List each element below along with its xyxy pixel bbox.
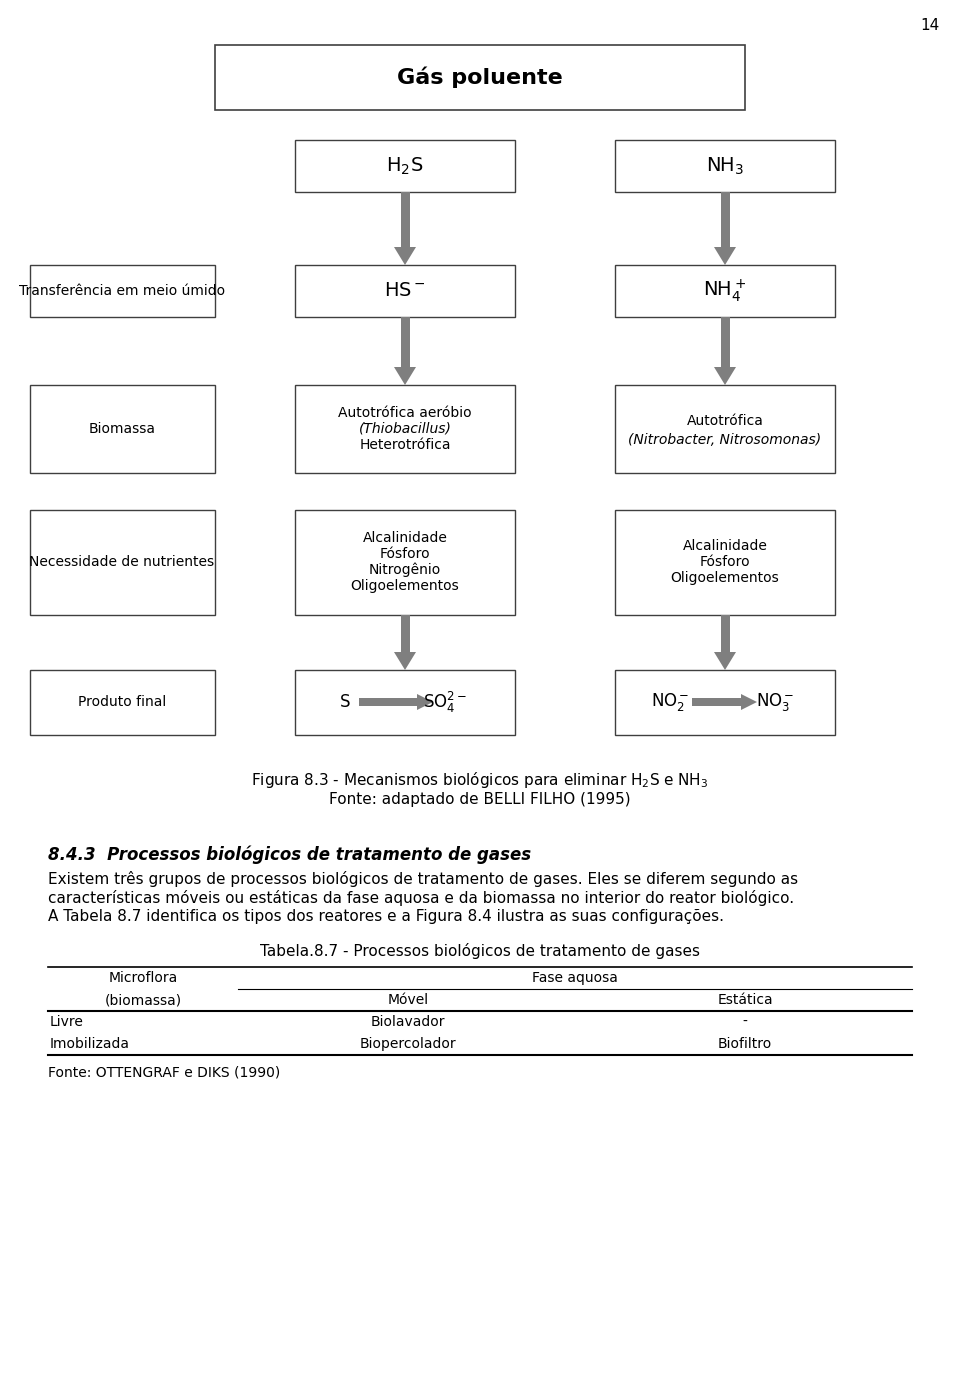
Text: Fonte: adaptado de BELLI FILHO (1995): Fonte: adaptado de BELLI FILHO (1995) (329, 791, 631, 807)
Polygon shape (741, 694, 757, 709)
Text: Figura 8.3 - Mecanismos biológicos para eliminar H$_2$S e NH$_3$: Figura 8.3 - Mecanismos biológicos para … (252, 771, 708, 790)
Text: -: - (743, 1015, 748, 1029)
Polygon shape (394, 652, 416, 670)
Text: Transferência em meio úmido: Transferência em meio úmido (19, 284, 225, 298)
Bar (30, 670, 215, 734)
Bar (295, 670, 515, 734)
Bar (400, 317, 410, 367)
Bar (692, 698, 741, 707)
Text: H$_2$S: H$_2$S (386, 156, 423, 177)
Bar (400, 615, 410, 652)
Polygon shape (417, 694, 433, 709)
Bar (359, 698, 417, 707)
Bar (615, 385, 835, 473)
Text: Autotrófica: Autotrófica (686, 415, 763, 428)
Bar (215, 45, 745, 110)
Bar (295, 140, 515, 192)
Text: NH$_3$: NH$_3$ (706, 156, 744, 177)
Polygon shape (394, 248, 416, 266)
Text: S: S (340, 693, 350, 711)
Polygon shape (394, 367, 416, 385)
Text: NO$_2^-$: NO$_2^-$ (651, 691, 689, 714)
Text: Estática: Estática (717, 993, 773, 1007)
Text: Fase aquosa: Fase aquosa (532, 971, 618, 985)
Bar (30, 510, 215, 615)
Polygon shape (714, 367, 736, 385)
Text: Produto final: Produto final (78, 696, 166, 709)
Text: Biolavador: Biolavador (371, 1015, 445, 1029)
Text: Alcalinidade: Alcalinidade (363, 531, 447, 545)
Bar (615, 140, 835, 192)
Text: (Nitrobacter, Nitrosomonas): (Nitrobacter, Nitrosomonas) (629, 433, 822, 447)
Text: A Tabela 8.7 identifica os tipos dos reatores e a Figura 8.4 ilustra as suas con: A Tabela 8.7 identifica os tipos dos rea… (48, 908, 724, 924)
Polygon shape (714, 652, 736, 670)
Text: características móveis ou estáticas da fase aquosa e da biomassa no interior do : características móveis ou estáticas da f… (48, 890, 794, 906)
Text: Fonte: OTTENGRAF e DIKS (1990): Fonte: OTTENGRAF e DIKS (1990) (48, 1066, 280, 1079)
Bar (615, 670, 835, 734)
Text: Alcalinidade: Alcalinidade (683, 538, 767, 554)
Bar (30, 266, 215, 317)
Text: Gás poluente: Gás poluente (397, 67, 563, 88)
Text: (Thiobacillus): (Thiobacillus) (359, 421, 451, 435)
Text: Imobilizada: Imobilizada (50, 1038, 130, 1052)
Text: Autotrófica aeróbio: Autotrófica aeróbio (338, 406, 471, 420)
Text: Microflora: Microflora (108, 971, 178, 985)
Bar (615, 510, 835, 615)
Bar (400, 192, 410, 248)
Text: 8.4.3  Processos biológicos de tratamento de gases: 8.4.3 Processos biológicos de tratamento… (48, 844, 531, 864)
Text: Móvel: Móvel (388, 993, 428, 1007)
Text: Oligoelementos: Oligoelementos (350, 579, 460, 593)
Bar (295, 510, 515, 615)
Text: Biopercolador: Biopercolador (360, 1038, 456, 1052)
Text: Livre: Livre (50, 1015, 84, 1029)
Text: 14: 14 (921, 18, 940, 33)
Text: NO$_3^-$: NO$_3^-$ (756, 691, 794, 714)
Text: Fósforo: Fósforo (380, 547, 430, 561)
Bar (295, 266, 515, 317)
Text: Oligoelementos: Oligoelementos (671, 570, 780, 586)
Text: Biofiltro: Biofiltro (718, 1038, 772, 1052)
Bar (30, 385, 215, 473)
Text: Fósforo: Fósforo (700, 555, 751, 569)
Bar (615, 266, 835, 317)
Text: Biomassa: Biomassa (88, 421, 156, 435)
Text: Nitrogênio: Nitrogênio (369, 563, 442, 577)
Text: HS$^-$: HS$^-$ (384, 281, 426, 300)
Text: NH$_4^+$: NH$_4^+$ (704, 278, 747, 305)
Text: Necessidade de nutrientes: Necessidade de nutrientes (30, 555, 215, 569)
Text: (biomassa): (biomassa) (105, 993, 181, 1007)
Bar (721, 192, 730, 248)
Text: Existem três grupos de processos biológicos de tratamento de gases. Eles se dife: Existem três grupos de processos biológi… (48, 871, 798, 887)
Text: Tabela.8.7 - Processos biológicos de tratamento de gases: Tabela.8.7 - Processos biológicos de tra… (260, 943, 700, 958)
Bar (295, 385, 515, 473)
Polygon shape (714, 248, 736, 266)
Text: Heterotrófica: Heterotrófica (359, 438, 451, 452)
Bar (721, 615, 730, 652)
Text: SO$_4^{2-}$: SO$_4^{2-}$ (423, 690, 467, 715)
Bar (721, 317, 730, 367)
